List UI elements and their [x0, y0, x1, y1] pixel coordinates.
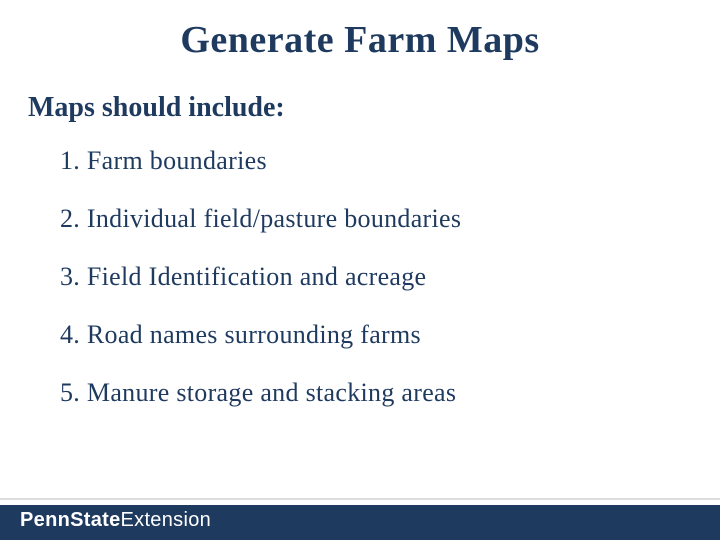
bullet-list: 1. Farm boundaries 2. Individual field/p… [0, 124, 720, 408]
slide: Generate Farm Maps Maps should include: … [0, 0, 720, 540]
list-item: 5. Manure storage and stacking areas [60, 378, 720, 408]
footer-divider [0, 498, 720, 500]
logo-extension: Extension [121, 509, 212, 531]
slide-subtitle: Maps should include: [0, 62, 720, 124]
list-item: 4. Road names surrounding farms [60, 320, 720, 350]
logo-pennstate: PennState [20, 509, 121, 531]
footer-logo: PennStateExtension [20, 509, 211, 532]
list-item: 1. Farm boundaries [60, 146, 720, 176]
list-item: 2. Individual field/pasture boundaries [60, 204, 720, 234]
footer: PennStateExtension [0, 498, 720, 540]
slide-title: Generate Farm Maps [0, 0, 720, 62]
list-item: 3. Field Identification and acreage [60, 262, 720, 292]
